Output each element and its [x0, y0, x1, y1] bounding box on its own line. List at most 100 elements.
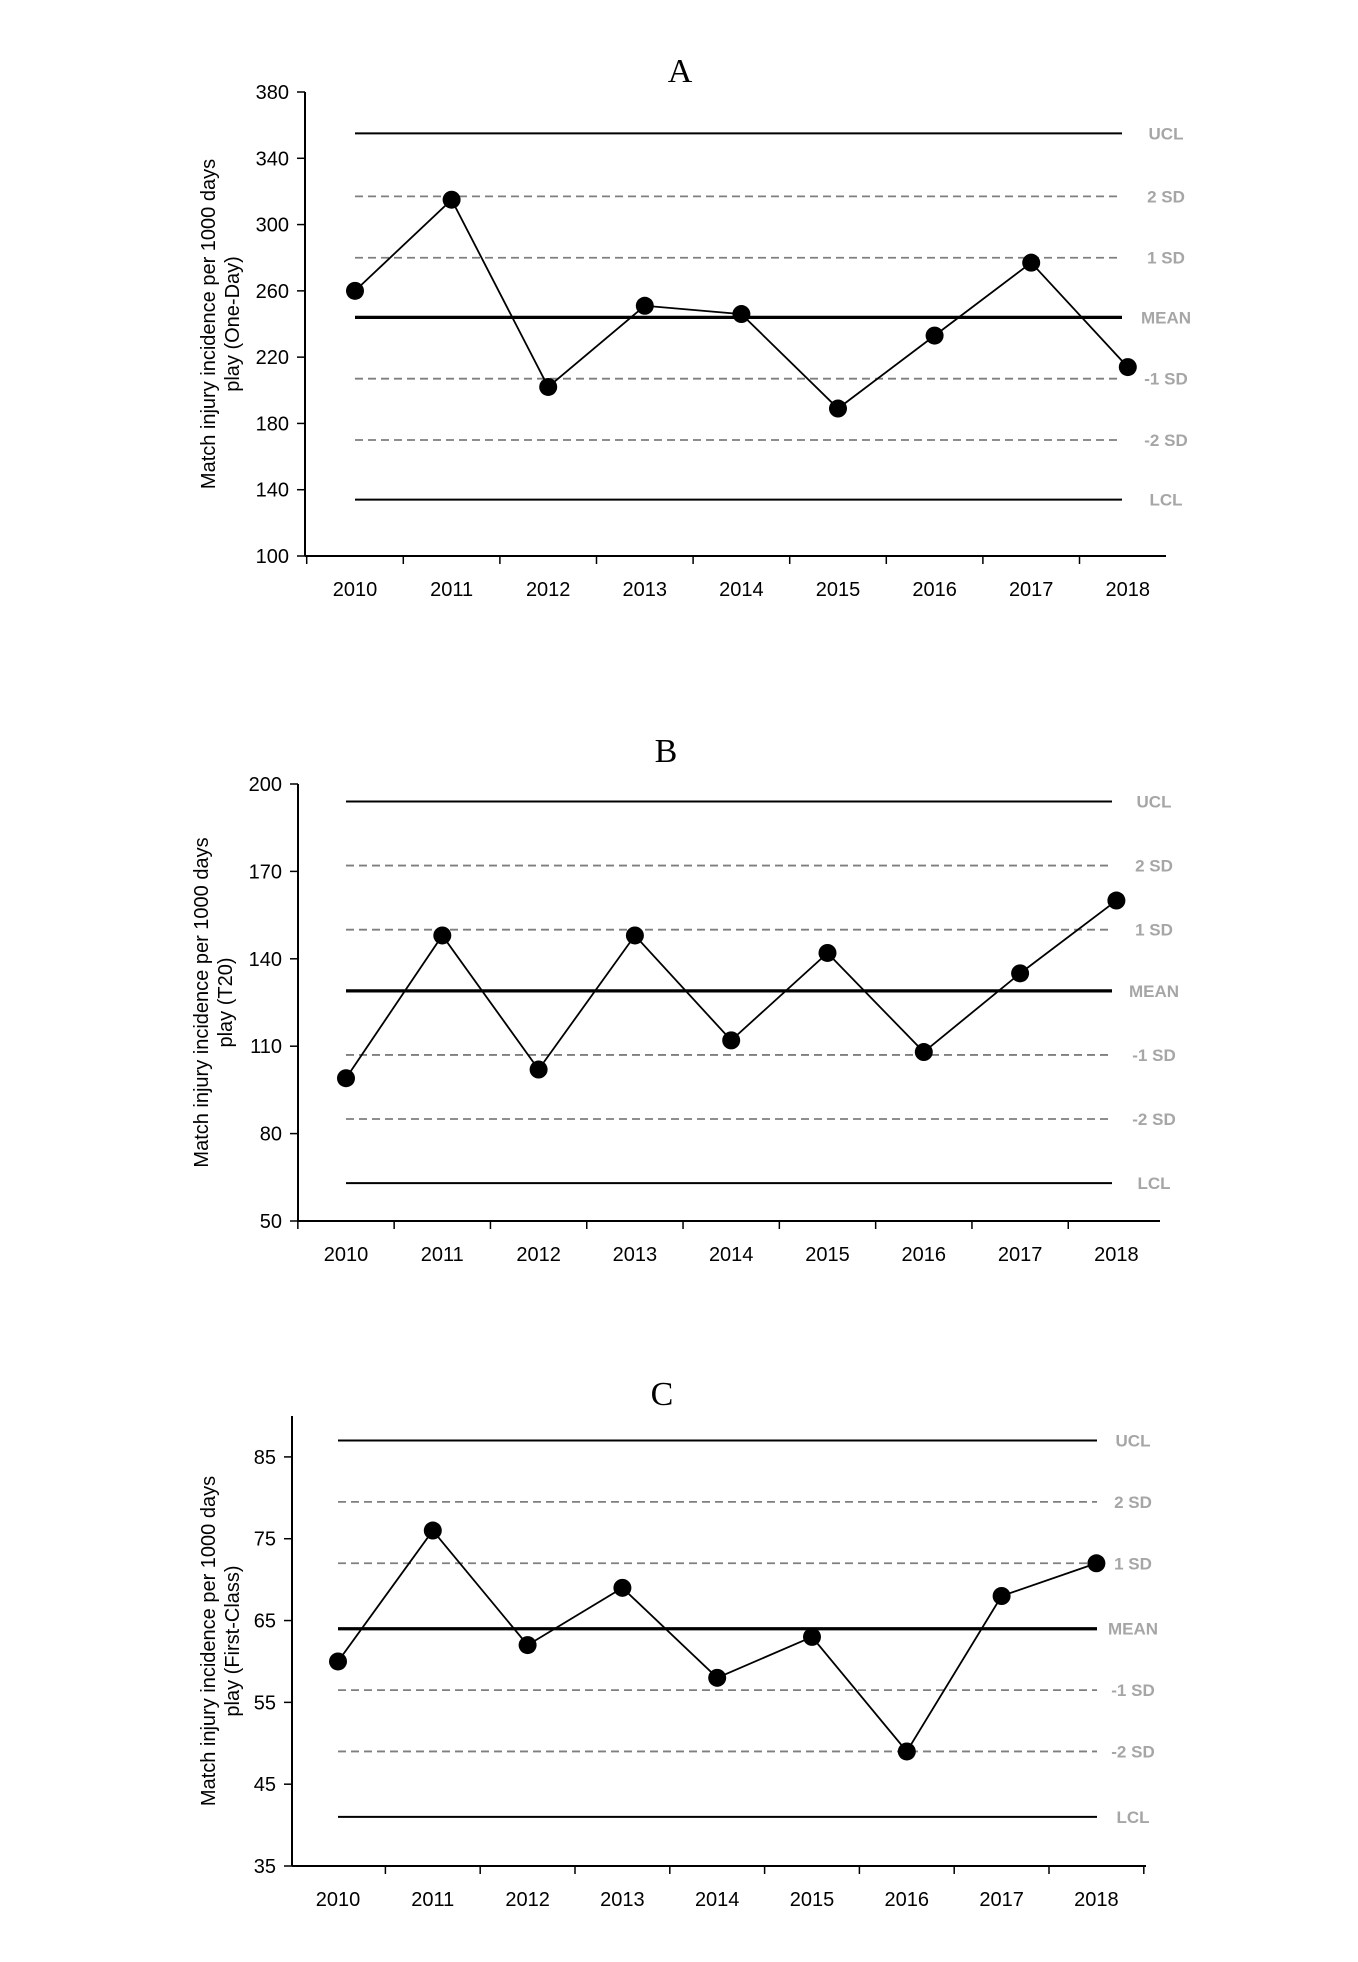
data-point-2011 [423, 1521, 442, 1540]
data-point-2016 [914, 1043, 933, 1062]
reference-label: -2 SD [1144, 431, 1187, 450]
x-tick-label: 2012 [516, 1244, 561, 1266]
data-point-2015 [803, 1627, 821, 1646]
y-axis-title: Match injury incidence per 1000 days play… [198, 159, 244, 489]
y-tick-label: 85 [254, 1447, 276, 1469]
y-tick-label: 80 [260, 1124, 282, 1146]
x-tick-label: 2018 [1106, 579, 1151, 601]
data-point-2015 [818, 943, 837, 962]
x-tick-label: 2017 [998, 1244, 1043, 1266]
data-point-2013 [625, 926, 644, 945]
reference-label: 1 SD [1135, 921, 1173, 940]
x-tick-label: 2011 [430, 579, 473, 601]
panel-title: B [655, 733, 678, 770]
x-tick-label: 2014 [695, 1889, 740, 1911]
data-point-2014 [732, 305, 751, 324]
data-point-2016 [897, 1742, 916, 1761]
x-tick-label: 2016 [902, 1244, 947, 1266]
reference-label: -2 SD [1111, 1742, 1154, 1761]
panel-title: A [668, 53, 693, 90]
reference-label: -2 SD [1132, 1110, 1175, 1129]
reference-label: LCL [1149, 491, 1182, 510]
reference-label: -1 SD [1132, 1046, 1175, 1065]
x-tick-label: 2015 [790, 1889, 835, 1911]
x-tick-label: 2012 [505, 1889, 550, 1911]
data-point-2011 [433, 926, 452, 945]
y-tick-label: 170 [249, 861, 282, 883]
x-tick-label: 2013 [613, 1244, 658, 1266]
x-tick-label: 2011 [421, 1244, 464, 1266]
data-point-2010 [329, 1652, 347, 1671]
data-point-2012 [529, 1060, 548, 1079]
data-point-2018 [1087, 1554, 1106, 1573]
x-tick-label: 2013 [600, 1889, 645, 1911]
reference-label: 2 SD [1114, 1493, 1152, 1512]
x-tick-label: 2010 [333, 579, 378, 601]
data-point-2014 [722, 1031, 741, 1050]
y-axis-title-line: Match injury incidence per 1000 days [191, 837, 213, 1167]
x-tick-label: 2017 [979, 1889, 1024, 1911]
data-point-2013 [635, 296, 654, 315]
reference-label: 1 SD [1147, 249, 1185, 268]
reference-label: 2 SD [1147, 187, 1185, 206]
chart-panel-C: C 35 45 55 65 75 85 2010 2011 2012 2013 2014 2015 201… [198, 1376, 1158, 1911]
reference-label: -1 SD [1111, 1681, 1154, 1700]
x-tick-label: 2015 [805, 1244, 850, 1266]
data-point-2016 [925, 326, 944, 345]
series-line [354, 198, 1129, 410]
data-point-2018 [1107, 891, 1126, 910]
x-tick-label: 2018 [1094, 1244, 1139, 1266]
y-axis-title: Match injury incidence per 1000 days play… [198, 1476, 244, 1806]
y-tick-label: 200 [249, 774, 282, 796]
data-point-2018 [1118, 358, 1137, 377]
x-tick-label: 2011 [411, 1889, 454, 1911]
y-axis-title-line: play (First-Class) [222, 1565, 244, 1716]
y-tick-label: 260 [256, 281, 289, 303]
y-tick-label: 45 [254, 1774, 276, 1796]
reference-label: UCL [1149, 124, 1184, 143]
x-tick-label: 2012 [526, 579, 571, 601]
y-tick-label: 140 [249, 949, 282, 971]
reference-label: MEAN [1129, 982, 1179, 1001]
data-point-2011 [442, 190, 461, 209]
x-tick-label: 2018 [1074, 1889, 1119, 1911]
y-tick-label: 380 [256, 82, 289, 104]
data-point-2015 [829, 399, 847, 418]
y-tick-label: 100 [256, 546, 289, 568]
data-point-2017 [992, 1587, 1011, 1605]
y-tick-label: 75 [254, 1529, 276, 1551]
reference-label: MEAN [1141, 308, 1191, 327]
y-axis-title: Match injury incidence per 1000 days play… [191, 837, 237, 1167]
data-point-2012 [539, 377, 558, 396]
data-point-2014 [708, 1668, 727, 1687]
y-tick-label: 65 [254, 1611, 276, 1633]
y-axis-title-line: Match injury incidence per 1000 days [198, 159, 220, 489]
panels: A 100 140 180 220 260 300 340 380 2010 2011 2012 201… [191, 53, 1191, 1911]
y-tick-label: 220 [256, 347, 289, 369]
y-tick-label: 180 [256, 413, 289, 435]
y-tick-label: 340 [256, 148, 289, 170]
y-tick-label: 300 [256, 215, 289, 237]
y-axis-title-line: play (One-Day) [222, 256, 244, 392]
x-tick-label: 2014 [719, 579, 764, 601]
x-tick-label: 2016 [885, 1889, 930, 1911]
y-tick-label: 140 [256, 480, 289, 502]
data-point-2017 [1011, 964, 1030, 983]
y-tick-label: 55 [254, 1692, 276, 1714]
reference-label: LCL [1116, 1808, 1149, 1827]
y-axis-title-line: Match injury incidence per 1000 days [198, 1476, 220, 1806]
x-tick-label: 2016 [912, 579, 957, 601]
panel-title: C [651, 1376, 674, 1413]
x-tick-label: 2017 [1009, 579, 1054, 601]
x-tick-label: 2013 [623, 579, 668, 601]
reference-label: UCL [1116, 1432, 1151, 1451]
data-point-2012 [518, 1636, 537, 1655]
x-tick-label: 2010 [316, 1889, 361, 1911]
y-axis-title-line: play (T20) [215, 957, 237, 1047]
chart-panel-A: A 100 140 180 220 260 300 340 380 2010 2011 2012 201… [198, 53, 1191, 601]
reference-label: UCL [1137, 792, 1172, 811]
data-point-2017 [1022, 253, 1041, 272]
data-point-2010 [346, 281, 364, 300]
x-tick-label: 2010 [324, 1244, 369, 1266]
